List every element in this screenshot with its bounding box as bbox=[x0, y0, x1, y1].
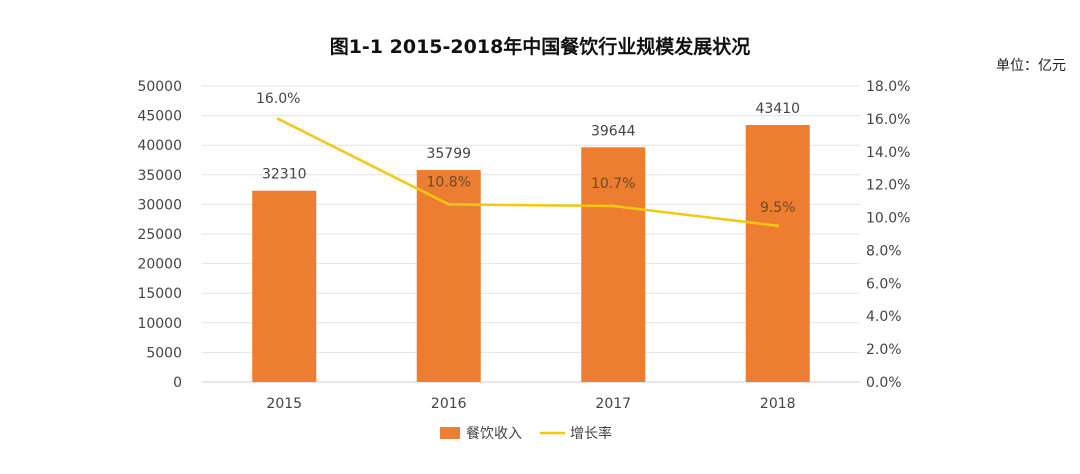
x-tick-label: 2015 bbox=[266, 396, 302, 412]
y-right-tick-label: 2.0% bbox=[866, 342, 902, 358]
y-right-tick-label: 6.0% bbox=[866, 276, 902, 292]
bar bbox=[252, 190, 317, 382]
growth-rate-label: 16.0% bbox=[256, 91, 300, 107]
bar bbox=[581, 147, 646, 382]
bar-value-label: 43410 bbox=[755, 101, 800, 117]
y-right-tick-label: 14.0% bbox=[866, 145, 910, 161]
chart-title: 图1-1 2015-2018年中国餐饮行业规模发展状况 bbox=[329, 36, 751, 58]
y-left-tick-label: 20000 bbox=[137, 257, 182, 273]
y-right-tick-label: 0.0% bbox=[866, 375, 902, 391]
y-left-tick-label: 40000 bbox=[137, 138, 182, 154]
growth-rate-point bbox=[276, 117, 280, 121]
y-left-tick-label: 30000 bbox=[137, 197, 182, 213]
y-right-tick-label: 10.0% bbox=[866, 211, 910, 227]
growth-rate-point bbox=[776, 224, 780, 228]
legend-swatch-bar bbox=[440, 427, 460, 439]
unit-label: 单位：亿元 bbox=[996, 58, 1066, 74]
x-tick-label: 2018 bbox=[760, 396, 796, 412]
growth-rate-label: 10.7% bbox=[591, 176, 635, 192]
bar bbox=[745, 125, 810, 382]
legend-label: 增长率 bbox=[570, 425, 612, 442]
bar-value-label: 35799 bbox=[426, 146, 471, 162]
x-tick-label: 2016 bbox=[431, 396, 467, 412]
y-right-tick-label: 8.0% bbox=[866, 243, 902, 259]
y-right-tick-label: 16.0% bbox=[866, 112, 910, 128]
bar bbox=[416, 170, 481, 382]
y-left-tick-label: 15000 bbox=[137, 286, 182, 302]
bar-value-label: 39644 bbox=[591, 123, 636, 139]
growth-rate-point bbox=[447, 202, 451, 206]
y-left-tick-label: 35000 bbox=[137, 168, 182, 184]
y-right-tick-label: 4.0% bbox=[866, 309, 902, 325]
bar-value-label: 32310 bbox=[262, 167, 307, 183]
x-tick-label: 2017 bbox=[595, 396, 631, 412]
growth-rate-point bbox=[611, 204, 615, 208]
legend-label: 餐饮收入 bbox=[466, 426, 522, 442]
y-left-tick-label: 25000 bbox=[137, 227, 182, 243]
y-left-tick-label: 0 bbox=[173, 375, 182, 391]
growth-rate-label: 10.8% bbox=[427, 174, 471, 190]
y-right-tick-label: 18.0% bbox=[866, 79, 910, 95]
y-right-tick-label: 12.0% bbox=[866, 178, 910, 194]
y-left-tick-label: 10000 bbox=[137, 316, 182, 332]
y-left-tick-label: 5000 bbox=[146, 345, 182, 361]
y-left-tick-label: 45000 bbox=[137, 109, 182, 125]
growth-rate-line bbox=[277, 117, 778, 228]
y-left-tick-label: 50000 bbox=[137, 79, 182, 95]
growth-rate-label: 9.5% bbox=[760, 200, 796, 216]
